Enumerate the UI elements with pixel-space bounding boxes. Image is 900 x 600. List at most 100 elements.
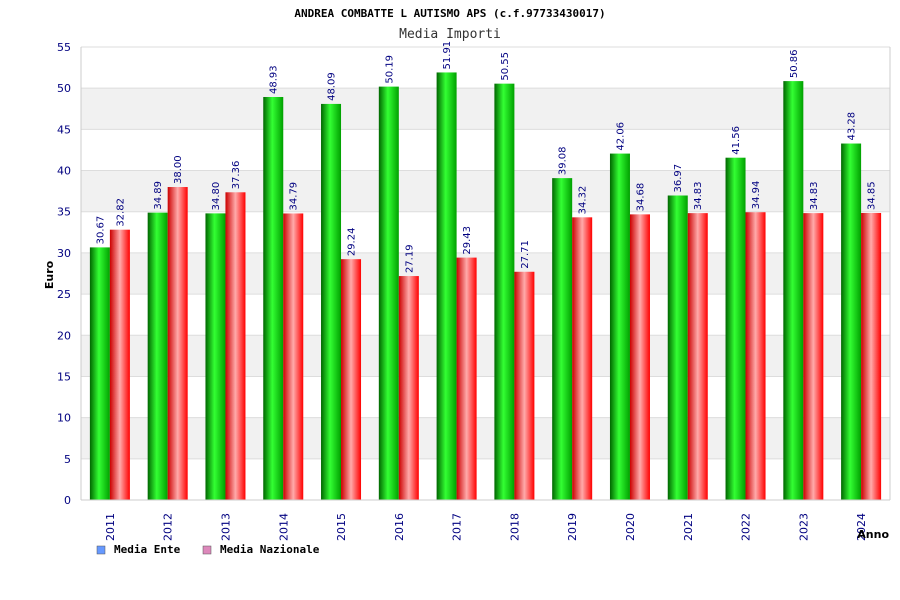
data-label: 34.94 (751, 181, 762, 210)
data-label: 38.00 (173, 155, 184, 184)
x-tick-label: 2018 (508, 513, 521, 541)
y-tick-label: 15 (57, 370, 71, 383)
y-tick-label: 50 (57, 82, 71, 95)
bar-media-ente (667, 195, 688, 500)
data-label: 30.67 (95, 216, 106, 245)
data-label: 34.68 (635, 183, 646, 212)
grid-bands (81, 47, 890, 500)
x-axis-ticks: 2011 2012 2013 2014 2015 2016 2017 2018 2019 2020… (104, 513, 868, 541)
data-label: 34.83 (693, 181, 704, 210)
bar-media-nazionale (225, 192, 246, 500)
y-tick-label: 10 (57, 412, 71, 425)
bar-media-ente (436, 72, 457, 500)
data-label: 50.55 (500, 52, 511, 81)
y-tick-label: 35 (57, 206, 71, 219)
grid-band (81, 252, 890, 295)
bar-media-ente (147, 212, 168, 500)
data-label: 48.09 (327, 72, 338, 101)
bar-media-nazionale (514, 271, 535, 500)
data-label: 27.19 (404, 244, 415, 273)
data-label: 29.24 (347, 228, 358, 257)
chart-subtitle: Media Importi (399, 27, 501, 42)
data-label: 34.89 (153, 181, 164, 210)
grid-band (81, 88, 890, 130)
grid-band (81, 170, 890, 212)
bar-media-ente (494, 83, 515, 500)
bar-media-ente (609, 153, 630, 500)
x-axis-label: Anno (857, 528, 889, 541)
data-label: 42.06 (615, 122, 626, 151)
data-label: 37.36 (231, 161, 242, 190)
bar-media-ente (725, 157, 746, 501)
bar-media-nazionale (109, 229, 130, 500)
grid-band (81, 47, 890, 89)
y-tick-label: 30 (57, 247, 71, 260)
x-tick-label: 2012 (162, 513, 175, 541)
x-tick-label: 2016 (393, 513, 406, 541)
data-label: 29.43 (462, 226, 473, 255)
bar-media-ente (378, 86, 399, 500)
bar-media-ente (552, 178, 573, 500)
bar-media-ente (263, 96, 284, 501)
x-tick-label: 2014 (277, 513, 290, 541)
bar-media-nazionale (167, 187, 188, 500)
data-label: 48.93 (269, 65, 280, 94)
y-tick-label: 55 (57, 41, 71, 54)
data-label: 34.83 (809, 181, 820, 210)
bar-media-nazionale (861, 212, 882, 501)
bar-media-ente (783, 81, 804, 501)
x-tick-label: 2022 (740, 513, 753, 541)
bar-media-ente (205, 213, 226, 500)
data-label: 34.80 (211, 182, 222, 211)
bar-media-nazionale (629, 214, 650, 500)
bar-media-ente (841, 143, 862, 500)
data-label: 39.08 (558, 146, 569, 175)
data-label: 41.56 (731, 126, 742, 155)
data-label: 43.28 (847, 112, 858, 141)
bar-media-ente (89, 247, 110, 500)
bar-media-nazionale (398, 276, 419, 500)
chart-title: ANDREA COMBATTE L AUTISMO APS (c.f.97733… (294, 7, 605, 20)
data-label: 50.19 (384, 55, 395, 84)
y-tick-label: 20 (57, 329, 71, 342)
bars (89, 72, 882, 501)
x-tick-label: 2015 (335, 513, 348, 541)
grid-band (81, 417, 890, 459)
grid-band (81, 129, 890, 171)
bar-media-nazionale (341, 259, 362, 500)
x-tick-label: 2017 (451, 513, 464, 541)
y-axis-label: Euro (43, 260, 56, 289)
y-tick-label: 0 (64, 494, 71, 507)
y-tick-label: 40 (57, 165, 71, 178)
bar-media-nazionale (745, 212, 766, 501)
grid-band (81, 458, 890, 500)
data-label: 51.91 (442, 41, 453, 70)
grid-band (81, 211, 890, 253)
x-tick-label: 2019 (566, 513, 579, 541)
x-tick-label: 2024 (855, 513, 868, 541)
grid-band (81, 294, 890, 336)
data-labels: 30.67 32.82 34.89 38.00 34.80 37.36 48.93 34.79… (95, 41, 877, 273)
legend: Media Ente Media Nazionale (96, 543, 320, 556)
data-label: 34.79 (289, 182, 300, 211)
bar-media-nazionale (803, 213, 824, 501)
data-label: 50.86 (789, 49, 800, 78)
bar-media-nazionale (572, 217, 593, 500)
bar-media-ente (321, 103, 342, 500)
data-label: 34.32 (578, 186, 589, 215)
x-tick-label: 2020 (624, 513, 637, 541)
legend-label: Media Ente (114, 543, 181, 556)
bar-media-nazionale (283, 213, 304, 500)
data-label: 32.82 (115, 198, 126, 227)
y-axis-ticks: 0 5 10 15 20 25 30 35 40 45 50 55 (57, 41, 71, 507)
grid-band (81, 376, 890, 418)
grid-band (81, 335, 890, 377)
legend-swatch (202, 545, 212, 555)
x-tick-label: 2013 (219, 513, 232, 541)
x-tick-label: 2011 (104, 513, 117, 541)
data-label: 36.97 (673, 164, 684, 193)
legend-label: Media Nazionale (220, 543, 320, 556)
x-tick-label: 2023 (797, 513, 810, 541)
y-tick-label: 45 (57, 123, 71, 136)
